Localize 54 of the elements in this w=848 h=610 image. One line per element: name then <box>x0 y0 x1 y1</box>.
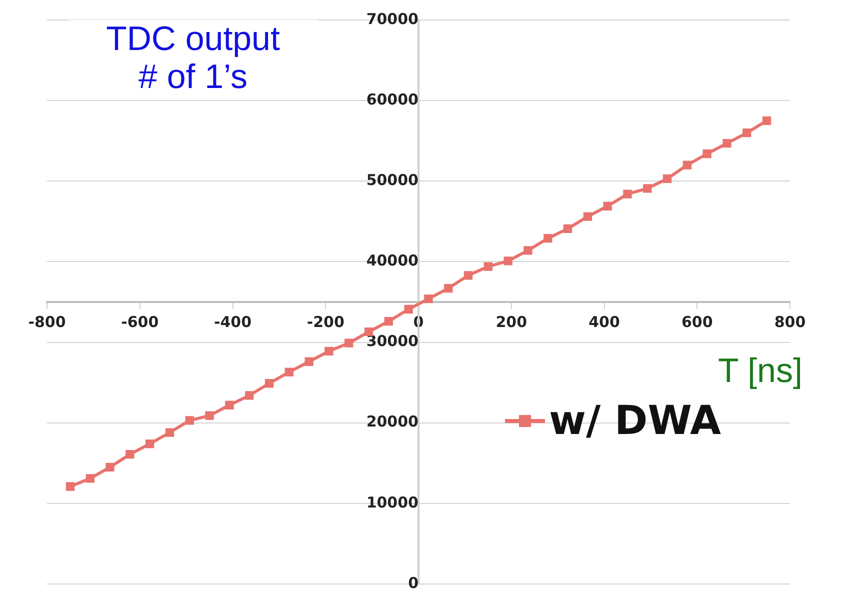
point <box>284 368 294 376</box>
point <box>126 450 134 459</box>
point <box>66 482 75 491</box>
point <box>603 202 612 210</box>
point <box>682 160 692 170</box>
point <box>722 138 732 148</box>
y-tick-label: 50000 <box>366 171 418 190</box>
point <box>86 474 94 483</box>
point <box>544 234 552 243</box>
x-tick-label: 400 <box>588 312 620 331</box>
point <box>145 439 154 448</box>
point <box>245 391 254 400</box>
point <box>742 128 752 138</box>
x-tick-label: 200 <box>496 312 528 331</box>
x-tick-label: -200 <box>306 312 344 331</box>
point <box>524 246 532 255</box>
x-tick-label: -400 <box>214 312 252 331</box>
point <box>225 400 234 410</box>
y-tick-label: 40000 <box>366 252 418 270</box>
x-tick-label: -600 <box>121 312 159 331</box>
y-tick-label: 60000 <box>366 90 418 108</box>
point <box>563 224 572 234</box>
point <box>404 304 413 314</box>
point <box>504 256 512 266</box>
y-tick-label: 10000 <box>366 493 418 512</box>
point <box>464 271 473 280</box>
y-axis-title: TDC output # of 1’s <box>68 20 318 96</box>
y-tick-label: 0 <box>408 574 418 592</box>
point <box>205 411 214 420</box>
point <box>264 379 274 388</box>
point <box>185 416 194 425</box>
y-tick-label: 30000 <box>366 332 418 350</box>
point <box>106 462 114 472</box>
x-tick-label: 800 <box>774 312 806 331</box>
x-tick-label: -800 <box>28 312 66 331</box>
point <box>583 212 592 221</box>
point <box>384 317 393 326</box>
x-tick-label: 600 <box>681 312 713 331</box>
x-axis-title: T [ns] <box>718 352 802 391</box>
point <box>484 262 492 271</box>
point <box>643 184 652 193</box>
point <box>324 346 334 356</box>
point <box>444 284 453 293</box>
y-tick-label: 70000 <box>366 10 418 28</box>
point <box>304 357 314 366</box>
y-tick-label: 20000 <box>366 412 418 431</box>
point <box>344 338 354 348</box>
point <box>165 428 174 437</box>
point <box>762 116 772 126</box>
point <box>702 149 712 158</box>
legend-label: w/ DWA <box>549 398 721 444</box>
point <box>662 174 672 184</box>
point <box>424 294 433 304</box>
point <box>623 190 632 198</box>
